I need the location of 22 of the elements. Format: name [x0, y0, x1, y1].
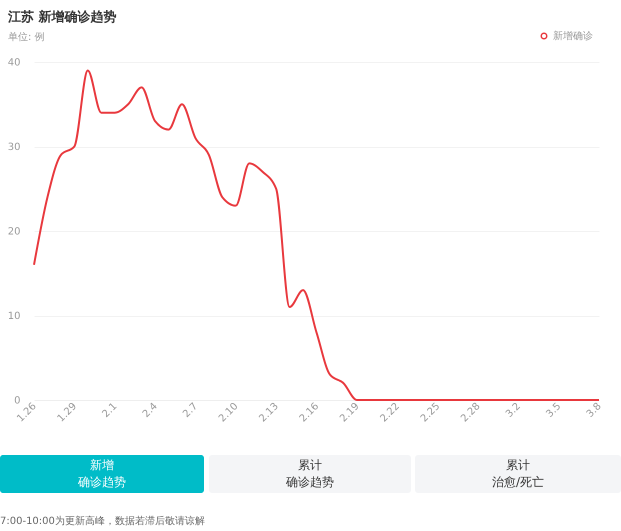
y-tick-label: 20	[8, 226, 20, 238]
text: 累计	[298, 458, 322, 472]
x-tick-label: 3.8	[584, 400, 604, 420]
x-tick-label: 3.2	[504, 400, 524, 420]
y-tick-label: 30	[8, 142, 20, 153]
text: 治愈/死亡	[492, 475, 544, 489]
text: 累计	[506, 458, 530, 472]
y-tick-label: 40	[8, 58, 20, 68]
line-series	[33, 69, 600, 401]
y-tick-label: 0	[14, 396, 20, 406]
y-tick-label: 10	[8, 311, 20, 322]
x-tick-label: 2.7	[181, 400, 200, 420]
x-tick-label: 3.5	[544, 400, 564, 420]
x-tick-label: 2.4	[140, 400, 160, 420]
legend-label: 新增确诊	[553, 30, 593, 42]
text: 确诊趋势	[77, 475, 126, 489]
text: 新增	[90, 458, 114, 472]
x-tick-label: 2.1	[100, 400, 120, 420]
text: 7:00-10:00为更新高峰，数据若滞后敬请谅解	[0, 515, 205, 527]
text: 确诊趋势	[285, 475, 334, 489]
chart-subtitle: 单位: 例	[8, 31, 45, 43]
chart-title: 江苏 新增确诊趋势	[7, 9, 117, 25]
